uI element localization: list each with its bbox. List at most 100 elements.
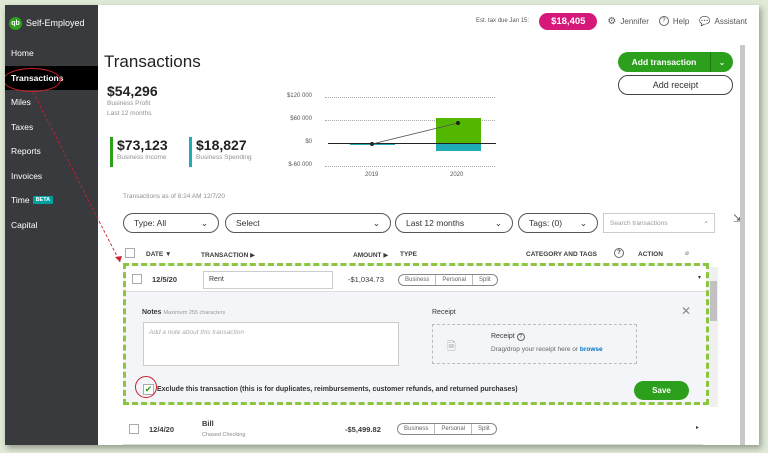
type-filter[interactable]: Type: All ⌄ [123, 213, 219, 233]
select-all-checkbox[interactable] [125, 248, 135, 258]
add-transaction-button[interactable]: Add transaction ⌄ [618, 52, 733, 72]
type-split[interactable]: Split [478, 426, 490, 432]
expand-caret-icon[interactable]: ▸ [696, 425, 700, 431]
type-split[interactable]: Split [479, 277, 491, 283]
scrollbar-thumb[interactable] [710, 281, 717, 321]
chat-icon: 💬 [699, 15, 711, 26]
business-profit: $54,296 Business Profit Last 12 months [107, 83, 158, 119]
beta-badge: BETA [32, 196, 54, 205]
sidebar-item-capital[interactable]: Capital [11, 219, 38, 230]
annotation-circle [135, 376, 157, 398]
app-window: qb Self-Employed Home Transactions Miles… [5, 5, 759, 445]
table-row[interactable]: 12/5/20 Rent -$1,034.73 Business Persona… [126, 266, 706, 292]
period-filter[interactable]: Last 12 months ⌄ [395, 213, 513, 233]
user-name: Jennifer [620, 16, 649, 26]
type-business[interactable]: Business [399, 275, 437, 285]
category-select-value: Select [236, 218, 260, 228]
est-tax-button[interactable]: $18,405 [539, 12, 598, 30]
type-toggle[interactable]: Business Personal Split [397, 423, 497, 435]
notes-textarea[interactable]: Add a note about this transaction [143, 322, 399, 366]
sidebar-item-home[interactable]: Home [11, 48, 34, 59]
chevron-down-icon: ⌄ [372, 217, 380, 228]
row-amount: -$1,034.73 [348, 275, 384, 284]
profit-line [370, 121, 460, 146]
col-amount[interactable]: AMOUNT ▶ [353, 252, 389, 259]
bar-2020-spending[interactable] [436, 143, 481, 151]
sidebar-item-invoices[interactable]: Invoices [11, 170, 43, 181]
page-title: Transactions [104, 52, 201, 71]
chevron-down-icon: ⌄ [494, 217, 502, 228]
help-button[interactable]: ? Help [658, 16, 689, 26]
scrollbar[interactable] [709, 267, 718, 407]
topbar: Est. tax due Jan 15: $18,405 ⚙ Jennifer … [98, 5, 759, 37]
profit-label: Business Profit [107, 100, 151, 107]
type-personal[interactable]: Personal [436, 275, 474, 285]
profit-chart: $120 000 $60 000 $0 $-60 000 2019 2020 [270, 85, 500, 180]
assistant-button[interactable]: 💬 Assistant [699, 16, 747, 27]
user-menu[interactable]: ⚙ Jennifer [607, 16, 648, 27]
chevron-down-icon[interactable]: ⌄ [718, 57, 726, 67]
sidebar-item-miles[interactable]: Miles [11, 97, 31, 108]
qb-logo-icon: qb [9, 16, 22, 30]
help-icon[interactable]: ? [614, 248, 624, 258]
y-tick: $0 [305, 139, 312, 145]
exclude-label: Exclude this transaction (this is for du… [157, 386, 518, 393]
chevron-down-icon: ⌄ [200, 217, 208, 228]
col-action: ACTION [638, 251, 663, 258]
notes-hint: Maximum 255 characters [163, 310, 226, 316]
type-toggle[interactable]: Business Personal Split [398, 274, 498, 286]
assistant-label: Assistant [714, 16, 747, 26]
close-icon[interactable]: ✕ [681, 304, 692, 318]
as-of-timestamp: Transactions as of 8:24 AM 12/7/20 [123, 193, 226, 200]
receipt-text: Drag/drop your receipt here or [491, 346, 580, 353]
col-transaction[interactable]: TRANSACTION ▶ [201, 252, 256, 259]
export-icon[interactable]: ⇲ [733, 213, 743, 225]
browse-link[interactable]: browse [579, 346, 603, 353]
type-personal[interactable]: Personal [435, 424, 473, 434]
row-date: 12/4/20 [149, 425, 175, 434]
spending-value: $18,827 [196, 137, 247, 153]
x-tick: 2019 [365, 172, 379, 178]
save-button[interactable]: Save [634, 381, 689, 400]
sidebar-item-reports[interactable]: Reports [11, 146, 41, 157]
row-checkbox[interactable] [129, 424, 139, 434]
brand[interactable]: qb Self-Employed [5, 5, 98, 41]
receipt-instructions: Drag/drop your receipt here or browse [491, 346, 603, 353]
est-tax-label: Est. tax due Jan 15: [476, 18, 530, 24]
row-account: Chased Checking [202, 432, 246, 438]
brand-name: Self-Employed [26, 18, 85, 28]
search-input[interactable]: Search transactions ⌕ [603, 213, 715, 233]
sidebar-item-time[interactable]: Time BETA [5, 188, 98, 213]
y-tick: $60 000 [290, 116, 312, 122]
receipt-title: Receipt ? [491, 333, 525, 341]
gridline [325, 166, 495, 167]
table-header: DATE ▼ TRANSACTION ▶ AMOUNT ▶ TYPE CATEG… [123, 248, 703, 262]
annotation-circle [5, 68, 61, 92]
type-business[interactable]: Business [398, 424, 436, 434]
help-icon[interactable]: ? [516, 333, 525, 341]
tags-filter[interactable]: Tags: (0) ⌄ [518, 213, 598, 233]
receipt-title-text: Receipt [491, 333, 515, 340]
category-select[interactable]: Select ⌄ [225, 213, 391, 233]
exclude-checkbox-row[interactable]: ✔ Exclude this transaction (this is for … [143, 384, 518, 395]
add-receipt-button[interactable]: Add receipt [618, 75, 733, 95]
sidebar-item-taxes[interactable]: Taxes [11, 121, 34, 132]
type-filter-value: Type: All [134, 218, 167, 228]
col-date[interactable]: DATE ▼ [146, 251, 172, 258]
row-checkbox[interactable] [132, 274, 142, 284]
chevron-down-icon: ⌄ [579, 217, 587, 228]
receipt-icon: 🗎 [447, 341, 456, 353]
sidebar-item-label: Time [11, 195, 30, 206]
expanded-transaction: 12/5/20 Rent -$1,034.73 Business Persona… [123, 263, 709, 405]
row-date: 12/5/20 [152, 275, 178, 284]
business-income: $73,123 Business Income [110, 137, 168, 167]
collapse-caret-icon[interactable]: ▾ [698, 275, 702, 281]
payee-input[interactable]: Rent [203, 271, 333, 289]
add-transaction-label[interactable]: Add transaction [618, 52, 711, 72]
y-tick: $120 000 [286, 93, 312, 99]
notes-label: Notes Maximum 255 characters [142, 309, 225, 316]
table-row[interactable]: 12/4/20 Bill Chased Checking -$5,499.82 … [123, 415, 703, 445]
zero-line [328, 143, 496, 144]
help-icon: ? [658, 16, 669, 26]
receipt-dropzone[interactable]: 🗎 Receipt ? Drag/drop your receipt here … [432, 324, 637, 364]
